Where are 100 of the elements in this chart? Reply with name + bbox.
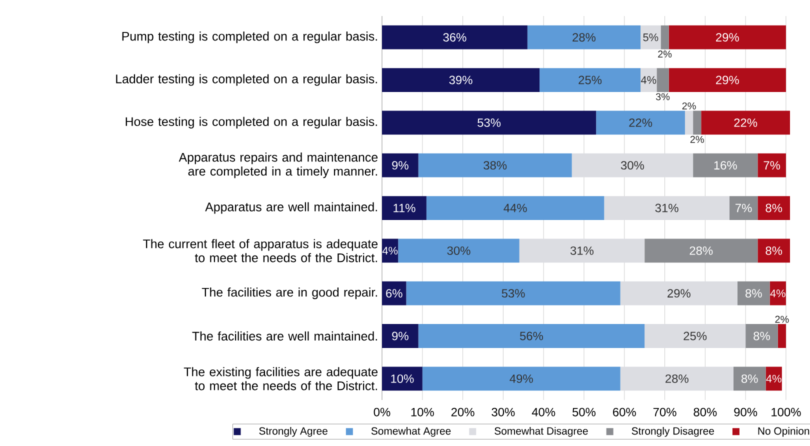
data-label: 5%	[643, 33, 658, 42]
bar	[684, 110, 694, 135]
x-tick-label: 70%	[653, 408, 676, 416]
bar	[758, 196, 790, 220]
bar	[656, 68, 669, 92]
bar	[620, 281, 738, 306]
data-label: 2%	[775, 316, 789, 323]
bar	[382, 68, 540, 92]
data-label: 9%	[392, 332, 408, 340]
data-label: 56%	[520, 332, 544, 340]
data-label: 30%	[620, 161, 644, 170]
bar	[382, 366, 422, 391]
bar	[382, 153, 418, 178]
data-label: 28%	[572, 33, 596, 42]
x-tick-label: 0%	[374, 408, 390, 416]
data-label: 7%	[764, 161, 780, 170]
data-label: 38%	[484, 161, 507, 170]
data-label: 4%	[770, 290, 786, 298]
bar	[540, 68, 641, 92]
data-label: 30%	[447, 246, 470, 255]
bar	[418, 324, 645, 348]
bar	[426, 196, 604, 220]
y-tick-label: The facilities are well maintained.	[192, 331, 377, 341]
bar	[418, 153, 572, 178]
data-label: 4%	[766, 374, 782, 382]
y-tick-label: Apparatus repairs and maintenance are completed in a timely manner.	[178, 152, 378, 178]
data-label: 9%	[392, 161, 408, 170]
x-tick-label: 80%	[694, 408, 717, 416]
bar	[766, 366, 782, 391]
data-label: 7%	[736, 204, 752, 212]
data-label: 10%	[391, 374, 414, 383]
bar	[382, 324, 418, 348]
data-label: 29%	[716, 33, 739, 42]
data-label: 29%	[668, 289, 690, 298]
legend-label: Somewhat Agree	[371, 427, 451, 437]
data-label: 8%	[766, 246, 782, 255]
bar	[758, 153, 786, 178]
data-label: 28%	[666, 374, 688, 383]
y-tick-label: Apparatus are well maintained.	[205, 202, 377, 214]
data-label: 31%	[570, 246, 594, 255]
bar	[382, 110, 596, 135]
data-label: 2%	[682, 102, 696, 110]
y-tick-label: The existing facilities are adequate to meet the needs of the District.	[184, 367, 378, 390]
data-label: 22%	[629, 118, 652, 127]
legend-label: Strongly Disagree	[632, 427, 714, 437]
bar	[770, 281, 786, 306]
bar	[398, 238, 520, 263]
data-label: 36%	[443, 33, 466, 42]
data-label: 44%	[504, 204, 527, 212]
data-label: 53%	[478, 118, 501, 127]
data-label: 3%	[656, 93, 670, 100]
bar	[733, 366, 766, 391]
x-tick-label: 40%	[532, 408, 556, 416]
bar	[693, 153, 758, 178]
legend-label: Somewhat Disagree	[494, 427, 588, 437]
bar	[422, 366, 620, 391]
y-tick-label: Pump testing is completed on a regular basis.	[122, 32, 377, 44]
x-tick-label: 90%	[734, 408, 758, 416]
x-tick-label: 50%	[572, 408, 596, 416]
x-tick-label: 10%	[411, 408, 434, 416]
bar	[701, 110, 790, 135]
data-label: 39%	[449, 76, 472, 84]
data-label: 8%	[741, 374, 758, 383]
bar	[644, 324, 746, 348]
bar	[519, 238, 645, 263]
data-label: 8%	[766, 204, 782, 212]
data-label: 31%	[655, 204, 678, 212]
data-label: 29%	[716, 76, 739, 84]
bar	[729, 196, 758, 220]
data-label: 8%	[746, 289, 762, 298]
data-label: 8%	[754, 332, 770, 340]
data-label: 11%	[394, 204, 416, 212]
bar	[406, 281, 620, 306]
x-tick-label: 30%	[492, 408, 515, 416]
y-tick-label: The current fleet of apparatus is adequate to meet the needs of the District.	[143, 239, 378, 262]
x-tick-label: 20%	[451, 408, 474, 416]
bar	[382, 25, 528, 50]
data-label: 49%	[510, 374, 533, 383]
data-label: 22%	[734, 118, 758, 127]
bar	[382, 238, 398, 263]
legend-label: No Opinion	[758, 427, 810, 437]
legend-label: Strongly Agree	[259, 427, 328, 437]
data-label: 2%	[658, 50, 672, 58]
x-tick-label: 100%	[772, 408, 801, 416]
bar	[382, 196, 426, 220]
data-label: 6%	[386, 289, 402, 298]
bar	[596, 110, 685, 135]
y-tick-label: Hose testing is completed on a regular basis.	[126, 116, 377, 128]
data-label: 4%	[640, 76, 656, 84]
data-label: 25%	[684, 332, 707, 340]
bar	[640, 68, 657, 92]
bar	[737, 281, 770, 306]
data-label: 25%	[578, 76, 602, 84]
bar	[640, 25, 661, 50]
data-label: 4%	[382, 246, 398, 254]
bar	[746, 324, 778, 348]
data-label: 16%	[714, 161, 737, 170]
bar	[778, 324, 786, 348]
bar	[758, 238, 790, 263]
bar	[527, 25, 641, 50]
